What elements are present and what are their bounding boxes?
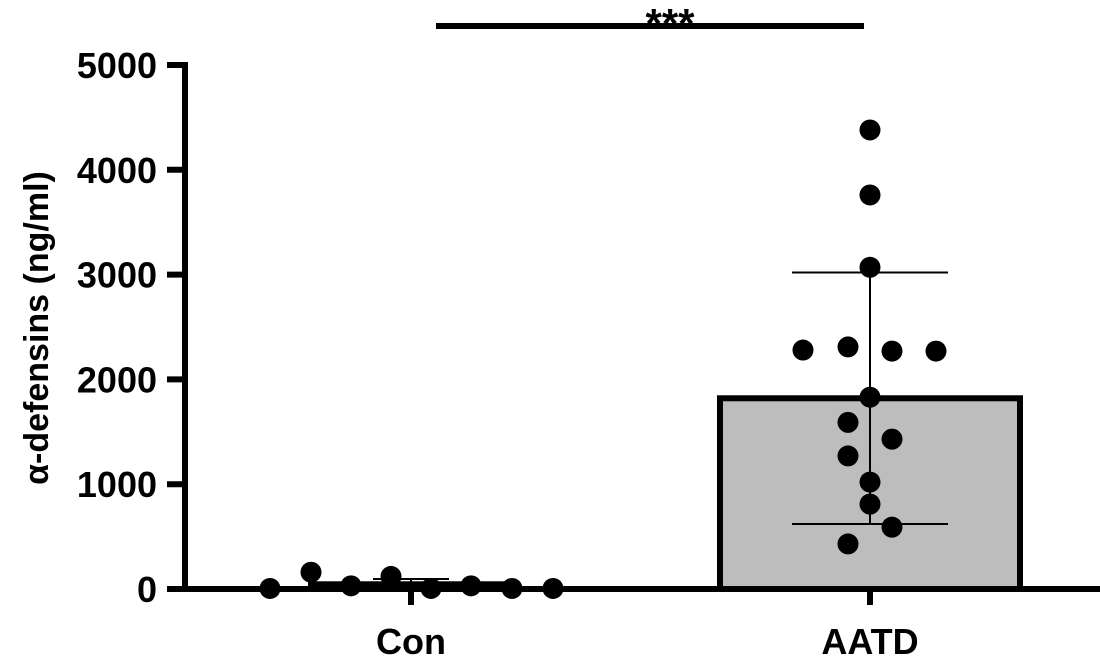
data-point (925, 340, 947, 362)
data-point (501, 577, 523, 599)
data-point (859, 493, 881, 515)
y-tick-label: 1000 (77, 464, 157, 505)
x-category-label: AATD (821, 621, 918, 658)
y-tick-label: 3000 (77, 255, 157, 296)
data-point (300, 561, 322, 583)
data-point (859, 256, 881, 278)
data-point (792, 339, 814, 361)
data-point (837, 336, 859, 358)
plot-area: 0 1000 2000 3000 4000 5000 Con AATD *** (77, 0, 1100, 658)
data-point (859, 386, 881, 408)
data-point (259, 577, 281, 599)
data-point (420, 577, 442, 599)
data-point (837, 411, 859, 433)
data-point (859, 119, 881, 141)
y-tick-label: 2000 (77, 359, 157, 400)
y-tick-label: 0 (137, 569, 157, 610)
x-category-label: Con (376, 621, 446, 658)
data-point (380, 565, 402, 587)
data-point (859, 184, 881, 206)
data-point (881, 428, 903, 450)
data-point (460, 575, 482, 597)
data-point (542, 577, 564, 599)
data-point (859, 471, 881, 493)
y-tick-label: 5000 (77, 45, 157, 86)
data-point (881, 340, 903, 362)
data-point (837, 533, 859, 555)
data-point (837, 445, 859, 467)
y-tick-label: 4000 (77, 150, 157, 191)
y-axis-title: α-defensins (ng/ml) (18, 171, 56, 485)
significance-label: *** (645, 0, 695, 47)
data-point (340, 575, 362, 597)
data-point (881, 516, 903, 538)
